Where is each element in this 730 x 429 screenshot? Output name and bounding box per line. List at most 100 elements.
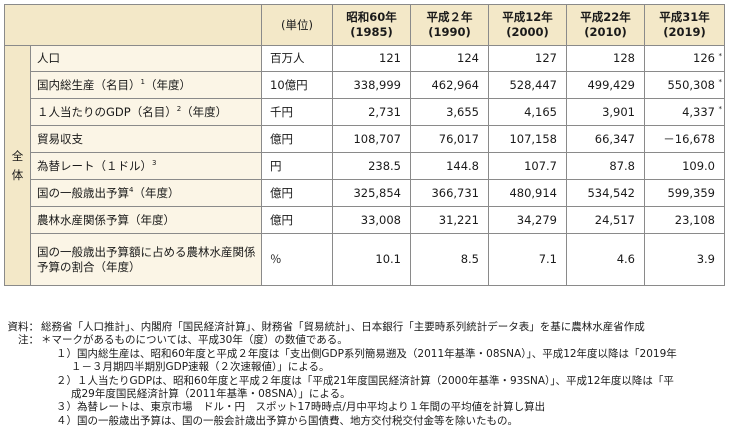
cell-value: 124 <box>457 51 479 65</box>
cell-value: 31,221 <box>438 212 479 227</box>
year-ad: (2000) <box>506 25 549 39</box>
row-unit: ％ <box>261 233 333 286</box>
cell-value: 3,655 <box>446 104 479 119</box>
table-cell: 462,964 <box>410 71 489 99</box>
cell-value: 3.9 <box>696 252 715 266</box>
cell-value: －16,678 <box>663 131 715 146</box>
table-cell: 107.7 <box>488 152 567 180</box>
year-header: 平成12年 (2000) <box>488 4 567 46</box>
note-item: ３）為替レートは、東京市場 ドル・円 スポット17時時点/月中平均より１年間の平… <box>56 401 546 414</box>
row-label-suffix: （年度） <box>181 104 228 119</box>
cell-value: 126 <box>693 51 715 65</box>
cell-value: 66,347 <box>594 131 635 146</box>
table-cell: 499,429 <box>566 71 645 99</box>
year-era: 平成22年 <box>580 10 631 24</box>
cell-value: 127 <box>535 51 557 65</box>
note-intro-text: ＊マークがあるものについては、平成30年（度）の数値である。 <box>41 334 348 347</box>
table-cell: 87.8 <box>566 152 645 180</box>
table-row: １人当たりのGDP（名目）2（年度） 千円 2,731 3,655 4,165 3,901… <box>5 98 725 126</box>
table-cell: 66,347 <box>566 125 645 153</box>
row-label-text: 国の一般歳出予算 <box>37 185 129 200</box>
statistics-table: (単位) 昭和60年 (1985) 平成２年 (1990) 平成12年 (2000) … <box>4 4 725 286</box>
table-cell: 124 <box>410 45 489 72</box>
table-cell: 108,707 <box>332 125 411 153</box>
note-intro: 注： ＊マークがあるものについては、平成30年（度）の数値である。 <box>4 334 728 347</box>
row-unit: 億円 <box>261 206 333 234</box>
note-item: １）国内総生産は、昭和60年度と平成２年度は「支出側GDP系列簡易遡及（2011… <box>56 347 677 360</box>
cell-value: 3,901 <box>602 104 635 119</box>
cell-value: 23,108 <box>674 212 715 227</box>
table-cell: 480,914 <box>488 179 567 207</box>
source-text: 総務省「人口推計」、内閣府「国民経済計算」、財務省「貿易統計」、日本銀行「主要時… <box>41 321 645 333</box>
table-cell: 127 <box>488 45 567 72</box>
year-header: 昭和60年 (1985) <box>332 4 411 46</box>
table-row: 国の一般歳出予算額に占める農林水産関係予算の割合（年度）％ 10.1 8.5 7.1 4… <box>5 233 725 286</box>
table-cell: 238.5 <box>332 152 411 180</box>
cell-value: 4,165 <box>524 104 557 119</box>
table-cell: 107,158 <box>488 125 567 153</box>
year-ad: (2010) <box>584 25 627 39</box>
table-cell: 3,901 <box>566 98 645 126</box>
cell-value: 108,707 <box>353 131 401 146</box>
cell-value: 76,017 <box>438 131 479 146</box>
table-cell: 23,108 <box>644 206 725 234</box>
row-unit: 億円 <box>261 125 333 153</box>
cell-value: 2,731 <box>368 104 401 119</box>
table-cell: 144.8 <box>410 152 489 180</box>
asterisk-mark: * <box>718 78 723 86</box>
row-label-suffix: （年度） <box>144 77 191 92</box>
year-era: 平成31年 <box>659 10 710 24</box>
table-cell: 534,542 <box>566 179 645 207</box>
cell-value: 499,429 <box>587 77 635 92</box>
table-cell: 4,337 * <box>644 98 725 126</box>
table-cell: 366,731 <box>410 179 489 207</box>
footnote-mark: 1 <box>140 77 145 86</box>
note-item-continuation: １－３月期四半期別GDP速報（２次速報値）」による。 <box>71 361 330 374</box>
row-label: 国内総生産（名目）1（年度） <box>30 71 262 99</box>
cell-value: 599,359 <box>667 185 715 200</box>
row-label: １人当たりのGDP（名目）2（年度） <box>30 98 262 126</box>
cell-value: 34,279 <box>516 212 557 227</box>
cell-value: 462,964 <box>431 77 479 92</box>
year-era: 昭和60年 <box>346 10 397 24</box>
row-unit: 億円 <box>261 179 333 207</box>
row-unit: 百万人 <box>261 45 333 72</box>
note-item-continuation: 成29年度国民経済計算（2011年基準・08SNA）」による。 <box>71 388 351 401</box>
table-cell: 76,017 <box>410 125 489 153</box>
year-header: 平成２年 (1990) <box>410 4 489 46</box>
table-cell: 4,165 <box>488 98 567 126</box>
table-cell: 2,731 <box>332 98 411 126</box>
table-cell: 7.1 <box>488 233 567 286</box>
table-cell: 338,999 <box>332 71 411 99</box>
header-row: (単位) 昭和60年 (1985) 平成２年 (1990) 平成12年 (2000) … <box>4 4 725 46</box>
table-row: 貿易収支 億円 108,707 76,017 107,158 66,347 －16,678 <box>5 125 725 153</box>
row-label-text: 国内総生産（名目） <box>37 77 141 92</box>
cell-value: 528,447 <box>509 77 557 92</box>
cell-value: 144.8 <box>446 158 479 173</box>
table-cell: 3,655 <box>410 98 489 126</box>
year-ad: (1990) <box>428 25 471 39</box>
cell-value: 325,854 <box>353 185 401 200</box>
table-cell: 31,221 <box>410 206 489 234</box>
row-label-text: 貿易収支 <box>37 131 83 146</box>
cell-value: 4,337 <box>682 104 715 119</box>
row-label: 農林水産関係予算（年度） <box>30 206 262 234</box>
table-cell: 8.5 <box>410 233 489 286</box>
cell-value: 121 <box>379 51 401 65</box>
table-cell: 528,447 <box>488 71 567 99</box>
cell-value: 550,308 <box>667 77 715 92</box>
table-cell: 10.1 <box>332 233 411 286</box>
source-key: 資料： <box>7 321 40 333</box>
table-row: 全体人口 百万人 121 124 127 128 126 * <box>4 45 725 286</box>
row-label: 国の一般歳出予算額に占める農林水産関係予算の割合（年度） <box>30 233 262 286</box>
note-items: １）国内総生産は、昭和60年度と平成２年度は「支出側GDP系列簡易遡及（2011… <box>4 348 728 428</box>
asterisk-mark: * <box>718 105 723 113</box>
side-label-char: 体 <box>11 167 24 182</box>
row-label: 為替レート（１ドル）3 <box>30 152 262 180</box>
table-row: 農林水産関係予算（年度） 億円 33,008 31,221 34,279 24,517 23… <box>5 206 725 234</box>
footnote-mark: 2 <box>176 104 182 113</box>
table-cell: 109.0 <box>644 152 725 180</box>
cell-value: 238.5 <box>368 158 401 173</box>
note-item: ４）国の一般歳出予算は、国の一般会計歳出予算から国債費、地方交付税交付金等を除い… <box>56 414 518 427</box>
year-era: 平成２年 <box>426 10 473 24</box>
